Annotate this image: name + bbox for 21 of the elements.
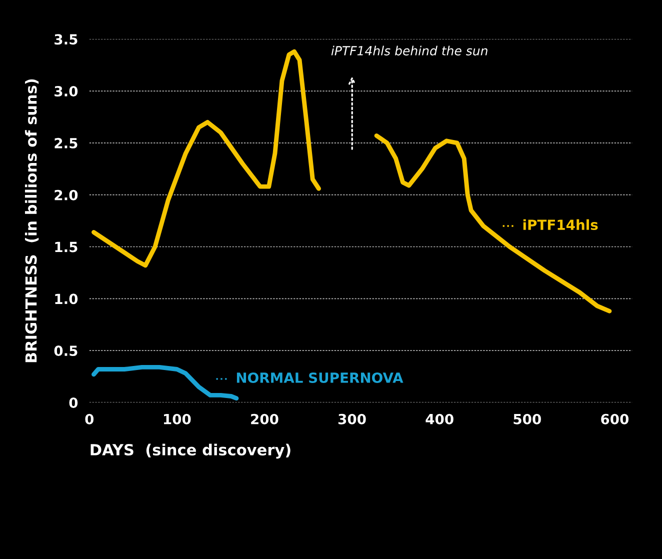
x-tick-label: 0 — [85, 414, 94, 424]
x-tick-label: 100 — [164, 414, 191, 424]
y-tick-label: 3.0 — [54, 86, 78, 97]
x-axis-title: DAYS (since discovery) — [90, 444, 290, 459]
x-tick-label: 400 — [426, 414, 454, 424]
y-tick-label: 2.0 — [54, 190, 78, 200]
y-tick-label: 1.5 — [55, 242, 78, 252]
x-tick-label: 300 — [338, 414, 366, 424]
legend-label: iPTF14hls — [523, 219, 598, 230]
y-tick-label: 0 — [69, 397, 78, 408]
x-tick-label: 600 — [601, 414, 629, 424]
y-tick-label: 0.5 — [54, 346, 78, 356]
y-tick-label: 2.5 — [54, 138, 78, 148]
legend-label: NORMAL SUPERNOVA — [236, 372, 404, 383]
y-tick-label: 1.0 — [55, 294, 78, 304]
y-axis-title: BRIGHTNESS (in billions of suns) — [24, 79, 39, 362]
line-series — [92, 364, 239, 401]
x-tick-label: 500 — [514, 414, 541, 424]
y-tick-label: 3.5 — [54, 34, 78, 45]
annotation: iPTF14hls behind the sun — [331, 46, 488, 56]
x-tick-label: 200 — [251, 414, 278, 424]
